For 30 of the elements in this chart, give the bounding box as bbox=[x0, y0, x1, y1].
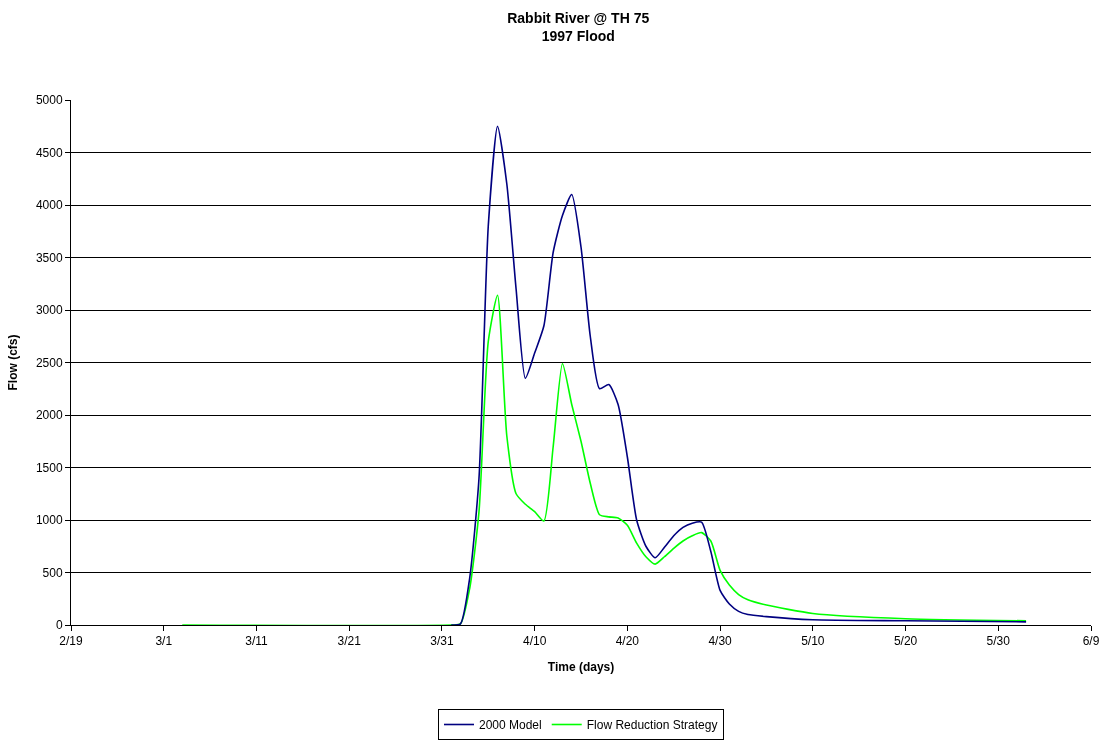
x-tick-label: 4/10 bbox=[522, 634, 547, 649]
line-series bbox=[181, 294, 1027, 625]
y-tick-label: 0 bbox=[55, 618, 63, 633]
chart-title: Rabbit River @ TH 75 1997 Flood bbox=[507, 9, 650, 44]
x-axis-title: Time (days) bbox=[547, 660, 615, 675]
legend-label: Flow Reduction Strategy bbox=[586, 718, 718, 733]
y-tick-label: 3500 bbox=[35, 250, 63, 265]
x-tick-label: 5/30 bbox=[986, 634, 1011, 649]
line-series bbox=[450, 125, 1027, 625]
y-tick-label: 2000 bbox=[35, 408, 63, 423]
y-axis-title: Flow (cfs) bbox=[6, 334, 21, 391]
y-tick-label: 1000 bbox=[35, 513, 63, 528]
x-tick-label: 6/9 bbox=[1082, 634, 1100, 649]
y-tick-label: 2500 bbox=[35, 355, 63, 370]
x-tick-label: 3/1 bbox=[155, 634, 173, 649]
y-tick-label: 4500 bbox=[35, 145, 63, 160]
y-tick-label: 500 bbox=[42, 565, 63, 580]
y-tick-label: 4000 bbox=[35, 198, 63, 213]
x-tick-label: 3/31 bbox=[430, 634, 454, 649]
legend-label: 2000 Model bbox=[479, 718, 542, 733]
x-tick-label: 3/21 bbox=[337, 634, 362, 649]
x-tick-label: 4/30 bbox=[708, 634, 733, 649]
x-tick-label: 4/20 bbox=[615, 634, 640, 649]
y-tick-label: 5000 bbox=[35, 93, 63, 108]
y-tick-label: 3000 bbox=[35, 303, 63, 318]
x-tick-label: 2/19 bbox=[59, 634, 83, 649]
y-tick-label: 1500 bbox=[35, 460, 63, 475]
x-tick-label: 5/20 bbox=[893, 634, 918, 649]
x-tick-label: 3/11 bbox=[245, 634, 269, 649]
x-tick-label: 5/10 bbox=[801, 634, 825, 649]
